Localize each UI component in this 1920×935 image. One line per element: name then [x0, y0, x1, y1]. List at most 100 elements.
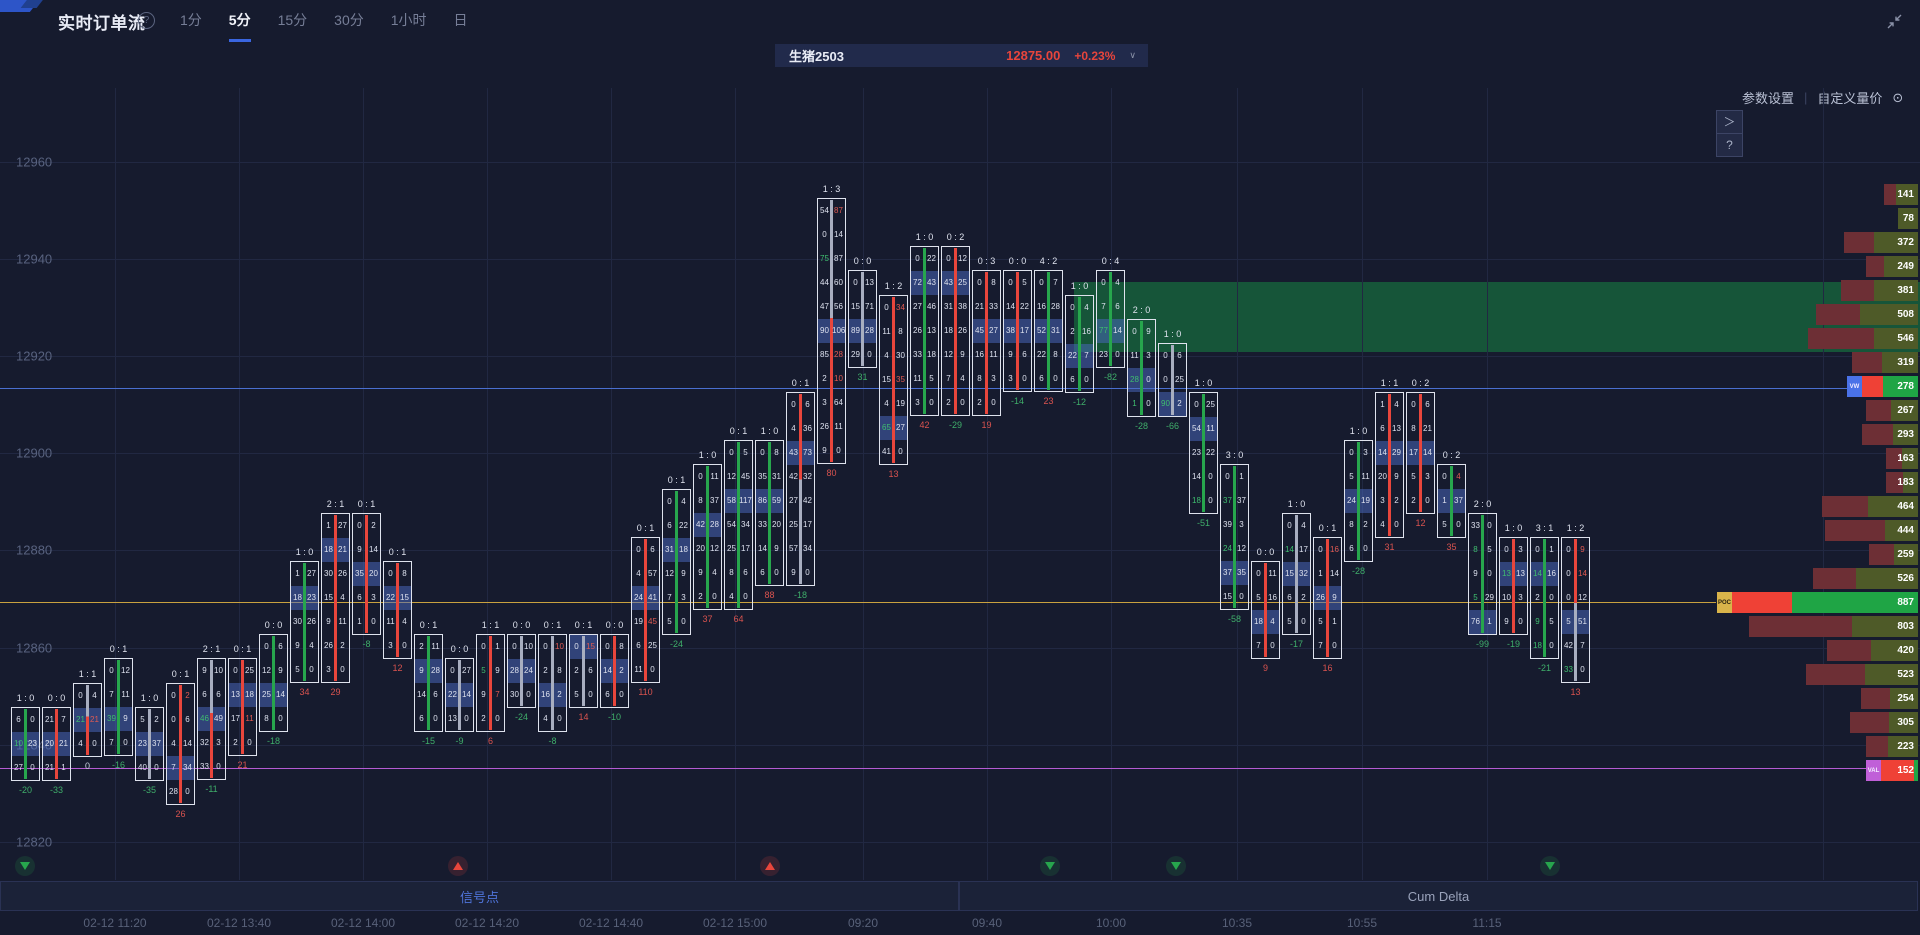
gear-icon[interactable]: ⊙	[1892, 89, 1904, 105]
bid-volume: 54	[820, 205, 829, 215]
tab-interval-5[interactable]: 日	[453, 12, 468, 28]
bid-volume: 12	[262, 666, 271, 675]
ask-volume: 6	[278, 642, 283, 651]
candle-line	[1109, 272, 1112, 367]
bid-volume: 42	[696, 520, 705, 530]
bid-volume: 21	[45, 714, 54, 724]
ask-volume: 0	[991, 398, 996, 408]
profile-value: 78	[1902, 213, 1914, 224]
profile-value: 381	[1897, 285, 1914, 296]
symbol-selector[interactable]: 生猪2503 12875.00 +0.23% ∨	[775, 44, 1148, 67]
price-gridline	[0, 842, 1920, 843]
bid-volume: 12	[665, 568, 674, 578]
ask-volume: 35	[1237, 568, 1246, 578]
ask-volume: 0	[1518, 617, 1523, 626]
imbalance-header: 0 : 0	[47, 692, 66, 703]
bid-volume: 0	[946, 254, 951, 263]
tab-interval-4[interactable]: 1小时	[390, 12, 427, 28]
collapse-icon[interactable]	[1886, 13, 1903, 35]
bid-volume: 0	[543, 642, 548, 651]
signal-point-panel[interactable]: 信号点	[0, 881, 959, 911]
symbol-name: 生猪2503	[789, 49, 844, 64]
help-icon[interactable]: ?	[138, 12, 155, 29]
profile-bar-sell	[1825, 520, 1885, 541]
bid-volume: 13	[448, 714, 457, 724]
profile-bar-buy	[1883, 376, 1918, 397]
imbalance-header: 1 : 1	[78, 668, 97, 679]
bid-volume: 5	[1442, 520, 1447, 530]
ask-volume: 12	[710, 544, 719, 554]
cum-delta-panel[interactable]: Cum Delta	[959, 881, 1918, 911]
ask-volume: 14	[1330, 569, 1339, 578]
tab-interval-1[interactable]: 5分	[228, 10, 251, 42]
candle-line	[148, 708, 151, 779]
footprint-box	[1251, 561, 1280, 660]
imbalance-header: 0 : 1	[729, 426, 748, 436]
tab-interval-3[interactable]: 30分	[334, 12, 364, 28]
ask-volume: 2	[154, 714, 159, 724]
ask-volume: 9	[960, 350, 965, 359]
candle-line	[1543, 539, 1546, 657]
price-axis-label: 12820	[16, 834, 53, 850]
price-axis-label: 12960	[16, 154, 53, 170]
signal-pin-down-icon[interactable]	[15, 856, 35, 876]
bid-volume: 3	[1380, 495, 1385, 505]
bid-volume: 6	[636, 641, 641, 650]
bid-volume: 41	[882, 446, 891, 456]
ask-volume: 49	[214, 714, 223, 724]
signal-pin-down-icon[interactable]	[1166, 856, 1186, 876]
candle-line	[954, 248, 957, 414]
candle-line	[892, 296, 895, 463]
footprint-box	[972, 270, 1001, 417]
ask-volume: 9	[495, 666, 500, 675]
signal-pin-up-icon[interactable]	[448, 856, 468, 876]
ask-volume: 2	[1301, 592, 1306, 602]
candle-line	[489, 636, 492, 730]
signal-pin-down-icon[interactable]	[1540, 856, 1560, 876]
bid-volume: 23	[1192, 447, 1201, 457]
ask-volume: 34	[896, 302, 905, 312]
bid-volume: 21	[76, 714, 85, 724]
interval-tabs: 1分 5分 15分 30分 1小时 日	[180, 10, 468, 42]
ask-volume: 25	[1175, 375, 1184, 384]
ask-volume: 16	[1268, 593, 1277, 603]
ask-volume: 27	[307, 569, 316, 579]
custom-volume-button[interactable]: 自定义量价	[1817, 91, 1883, 106]
bid-volume: 5	[1566, 617, 1571, 626]
bid-volume: 28	[169, 786, 178, 796]
tab-interval-0[interactable]: 1分	[180, 12, 202, 28]
candle-line	[1078, 296, 1081, 391]
signal-pin-up-icon[interactable]	[760, 856, 780, 876]
bid-volume: 0	[1163, 351, 1168, 360]
bid-volume: 0	[760, 448, 765, 457]
ask-volume: 26	[307, 617, 316, 627]
bid-volume: 14	[417, 690, 426, 699]
ask-volume: 35	[896, 374, 905, 384]
ask-volume: 0	[123, 738, 128, 748]
bid-volume: 3	[1008, 374, 1013, 384]
toolbar-divider: |	[1804, 90, 1808, 105]
panel-help-button[interactable]: ?	[1716, 133, 1743, 157]
ask-volume: 14	[276, 690, 285, 699]
footprint-box	[662, 488, 691, 635]
symbol-price: 12875.00	[1006, 48, 1061, 63]
tab-interval-2[interactable]: 15分	[277, 12, 308, 28]
bid-volume: 14	[1533, 569, 1542, 578]
bid-volume: 9	[357, 544, 362, 554]
bid-volume: 0	[1349, 448, 1354, 457]
ask-volume: 24	[524, 666, 533, 675]
ask-volume: 8	[619, 642, 624, 651]
bid-volume: 0	[1411, 399, 1416, 409]
delta-value: 19	[981, 420, 992, 431]
chevron-down-icon[interactable]: ∨	[1129, 50, 1136, 60]
ask-volume: 7	[61, 714, 66, 724]
param-settings-button[interactable]: 参数设置	[1742, 91, 1795, 106]
ask-volume: 0	[1239, 592, 1244, 602]
ask-volume: 11	[1268, 569, 1277, 579]
bid-volume: 0	[605, 642, 610, 651]
ask-volume: 25	[245, 666, 254, 676]
ask-volume: 0	[712, 592, 717, 602]
signal-pin-down-icon[interactable]	[1040, 856, 1060, 876]
ask-volume: 13	[1392, 423, 1401, 433]
